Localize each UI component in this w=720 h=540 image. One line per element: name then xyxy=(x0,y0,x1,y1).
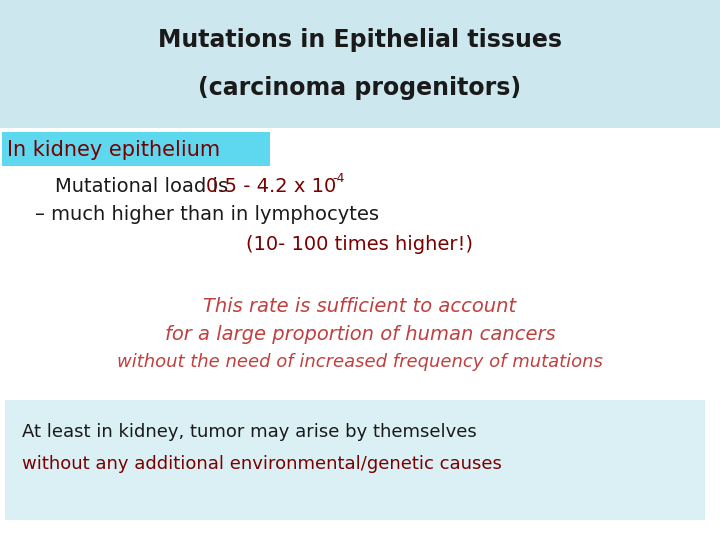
Text: 0.5 - 4.2 x 10: 0.5 - 4.2 x 10 xyxy=(206,177,336,195)
Text: Mutations in Epithelial tissues: Mutations in Epithelial tissues xyxy=(158,28,562,52)
Text: for a large proportion of human cancers: for a large proportion of human cancers xyxy=(165,325,555,343)
FancyBboxPatch shape xyxy=(0,0,720,128)
Text: -4: -4 xyxy=(332,172,344,186)
Text: In kidney epithelium: In kidney epithelium xyxy=(7,140,220,160)
Text: without the need of increased frequency of mutations: without the need of increased frequency … xyxy=(117,353,603,371)
Text: Mutational load is: Mutational load is xyxy=(55,177,235,195)
Text: (carcinoma progenitors): (carcinoma progenitors) xyxy=(199,76,521,100)
Text: At least in kidney, tumor may arise by themselves: At least in kidney, tumor may arise by t… xyxy=(22,423,477,441)
FancyBboxPatch shape xyxy=(2,132,270,166)
Text: without any additional environmental/genetic causes: without any additional environmental/gen… xyxy=(22,455,502,473)
Text: (10- 100 times higher!): (10- 100 times higher!) xyxy=(246,234,474,253)
Text: This rate is sufficient to account: This rate is sufficient to account xyxy=(204,296,516,315)
Text: – much higher than in lymphocytes: – much higher than in lymphocytes xyxy=(35,206,379,225)
FancyBboxPatch shape xyxy=(5,400,705,520)
